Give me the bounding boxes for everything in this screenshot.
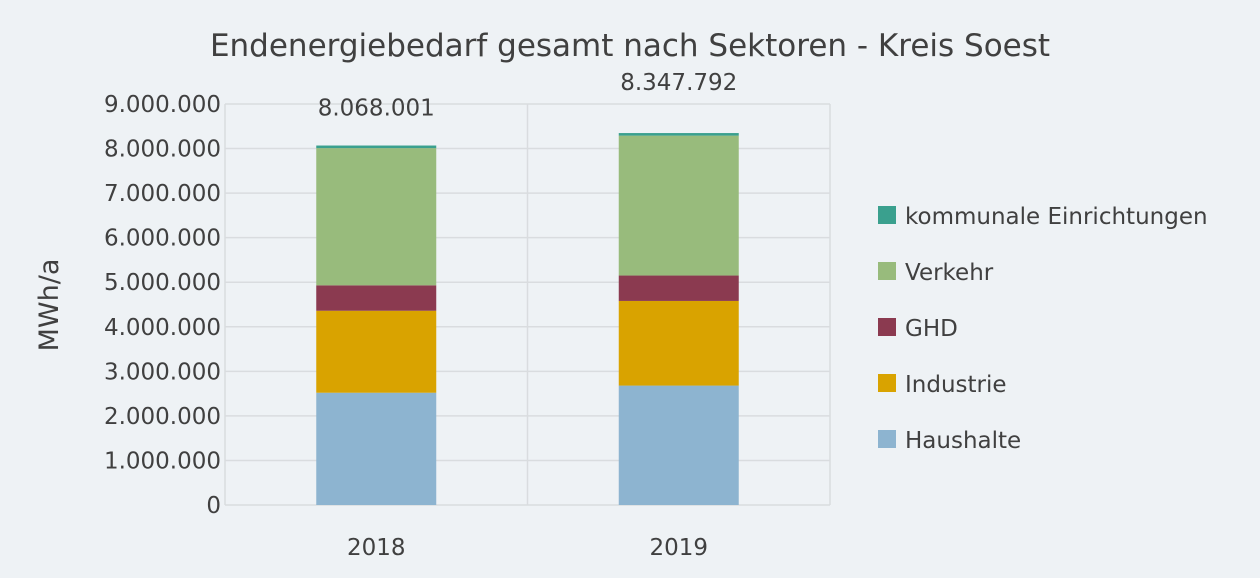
y-tick-label: 3.000.000: [104, 359, 221, 385]
y-tick-label: 2.000.000: [104, 404, 221, 430]
bar-segment-haushalte: [316, 392, 437, 505]
y-tick-label: 9.000.000: [104, 92, 221, 118]
total-label: 8.347.792: [620, 70, 737, 96]
legend-label: Industrie: [905, 372, 1007, 398]
bars: [316, 133, 739, 505]
legend-label: Haushalte: [905, 428, 1021, 454]
bar-segment-ghd: [316, 285, 437, 311]
y-tick-label: 0: [206, 493, 221, 519]
bar-segment-haushalte: [618, 385, 739, 505]
legend-swatch: [878, 318, 896, 336]
legend-label: Verkehr: [905, 260, 994, 286]
bar-segment-kommunale-einrichtungen: [316, 145, 437, 149]
legend-label: GHD: [905, 316, 958, 342]
legend-swatch: [878, 374, 896, 392]
bar-segment-verkehr: [618, 135, 739, 276]
y-tick-label: 8.000.000: [104, 137, 221, 163]
gridlines: [224, 103, 831, 506]
y-axis-title: MWh/a: [34, 259, 65, 352]
y-tick-label: 7.000.000: [104, 181, 221, 207]
y-tick-label: 6.000.000: [104, 226, 221, 252]
chart-title: Endenergiebedarf gesamt nach Sektoren - …: [210, 28, 1050, 64]
bar-segment-ghd: [618, 275, 739, 301]
bar-segment-industrie: [316, 310, 437, 393]
legend-label: kommunale Einrichtungen: [905, 204, 1208, 230]
x-tick-label: 2019: [649, 535, 708, 561]
y-tick-label: 5.000.000: [104, 270, 221, 296]
legend-swatch: [878, 206, 896, 224]
x-axis-labels: 2018 2019: [347, 535, 708, 561]
total-labels: 8.068.001 8.347.792: [318, 70, 738, 121]
legend: kommunale Einrichtungen Verkehr GHD Industr…: [878, 204, 1208, 454]
y-axis-ticks: 0 1.000.000 2.000.000 3.000.000 4.000.000 5.0…: [104, 92, 221, 519]
legend-swatch: [878, 430, 896, 448]
bar-segment-kommunale-einrichtungen: [618, 133, 739, 136]
y-tick-label: 4.000.000: [104, 315, 221, 341]
x-tick-label: 2018: [347, 535, 406, 561]
total-label: 8.068.001: [318, 96, 435, 122]
y-tick-label: 1.000.000: [104, 448, 221, 474]
bar-segment-industrie: [618, 300, 739, 386]
bar-segment-verkehr: [316, 148, 437, 286]
legend-swatch: [878, 262, 896, 280]
